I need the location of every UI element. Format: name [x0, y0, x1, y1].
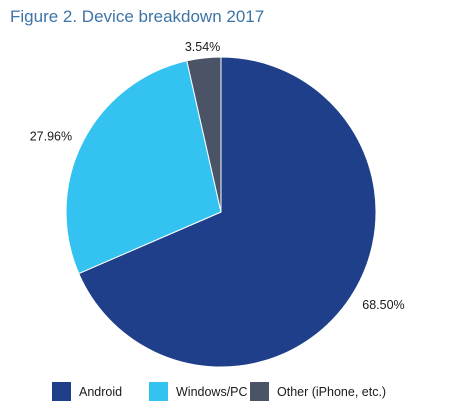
- legend-label-other: Other (iPhone, etc.): [277, 384, 387, 399]
- pie-slice-other: [186, 56, 222, 213]
- chart-title: Figure 2. Device breakdown 2017: [10, 7, 265, 26]
- pie-data-labels: 68.50% 27.96% 3.54%: [30, 40, 405, 312]
- legend-swatch-other: [250, 382, 269, 401]
- pie-slices: [65, 56, 377, 368]
- data-label-android: 68.50%: [362, 298, 404, 312]
- legend-swatch-android: [52, 382, 71, 401]
- legend-label-windows-pc: Windows/PC: [176, 384, 248, 399]
- chart-legend: Android Windows/PC Other (iPhone, etc.): [0, 382, 450, 404]
- data-label-other: 3.54%: [185, 40, 220, 54]
- pie-slice-windows-pc: [65, 60, 222, 275]
- legend-item-windows-pc: Windows/PC: [149, 382, 248, 401]
- legend-item-other: Other (iPhone, etc.): [250, 382, 386, 401]
- pie-chart: 68.50% 27.96% 3.54%: [30, 40, 405, 368]
- legend-swatch-windows-pc: [149, 382, 168, 401]
- data-label-windows-pc: 27.96%: [30, 129, 72, 143]
- pie-slice-android: [78, 56, 377, 368]
- legend-item-android: Android: [52, 382, 122, 401]
- legend-label-android: Android: [79, 384, 123, 399]
